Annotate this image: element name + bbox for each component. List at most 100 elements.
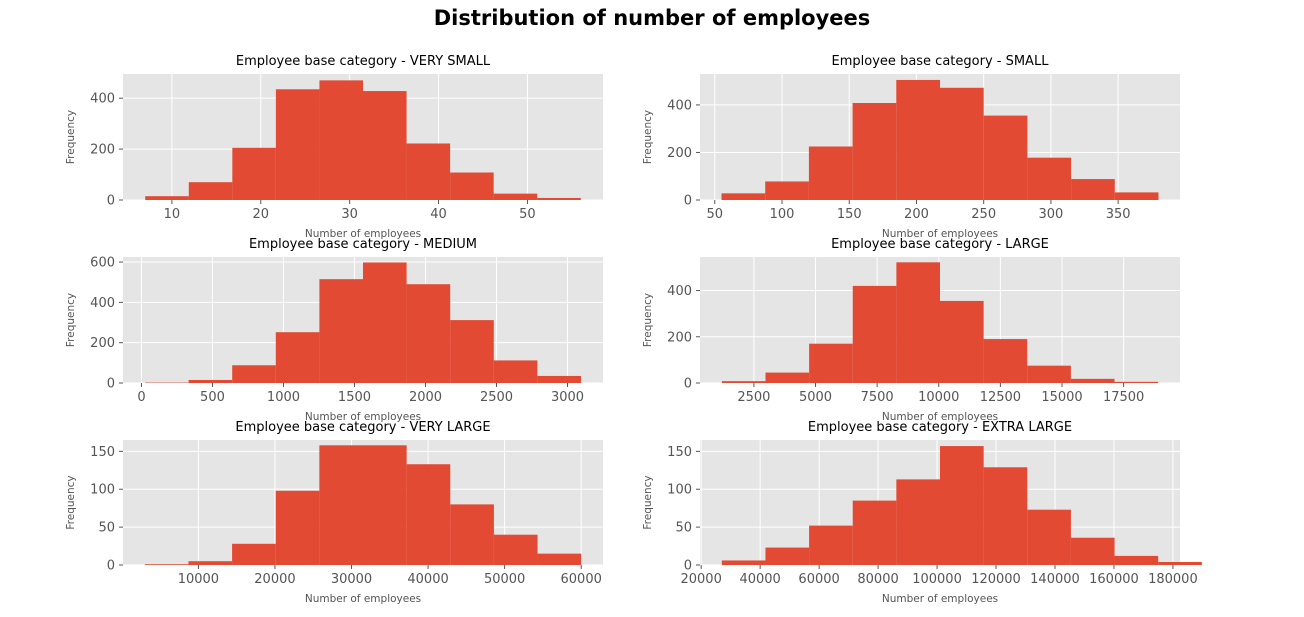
y-tick-label: 400 <box>90 296 115 311</box>
y-tick-label: 400 <box>667 98 692 113</box>
y-tick-label: 150 <box>667 445 692 460</box>
x-tick-label: 7500 <box>861 390 894 405</box>
y-tick-label: 50 <box>98 521 115 536</box>
histogram-bar <box>1114 381 1159 383</box>
x-tick-label: 1500 <box>338 390 371 405</box>
x-axis-label: Number of employees <box>305 228 421 240</box>
y-tick-label: 200 <box>667 146 692 161</box>
y-tick-label: 150 <box>90 445 115 460</box>
x-tick-label: 350 <box>1106 207 1131 222</box>
x-tick-label: 1000 <box>267 390 300 405</box>
histogram-bar <box>765 372 810 383</box>
x-tick-label: 10 <box>164 207 181 222</box>
histogram-bar <box>983 115 1028 200</box>
subplot-5: 10000 20000 30000 40000 50000 60000 0 50 100 150 E… <box>65 420 603 605</box>
x-tick-label: 15000 <box>1041 390 1082 405</box>
histogram-bar <box>232 147 276 200</box>
histogram-bar <box>450 172 494 200</box>
y-tick-label: 100 <box>667 483 692 498</box>
x-tick-label: 12500 <box>980 390 1021 405</box>
x-tick-label: 20000 <box>680 572 721 587</box>
histogram-bar <box>493 360 538 383</box>
y-axis-label: Frequency <box>642 293 654 347</box>
histogram-bar <box>896 79 940 200</box>
histogram-bar <box>1027 157 1072 200</box>
x-tick-label: 40000 <box>407 572 448 587</box>
x-tick-label: 30 <box>341 207 358 222</box>
histogram-bar <box>1070 378 1115 383</box>
histogram-bar <box>1070 537 1115 565</box>
histogram-bar <box>721 193 766 200</box>
histogram-bar <box>450 504 494 565</box>
histogram-bar <box>721 381 766 383</box>
x-tick-label: 160000 <box>1089 572 1139 587</box>
y-tick-label: 400 <box>667 284 692 299</box>
y-tick-label: 0 <box>107 377 115 392</box>
x-tick-label: 100 <box>770 207 795 222</box>
x-tick-label: 180000 <box>1148 572 1198 587</box>
x-tick-label: 5000 <box>799 390 832 405</box>
histogram-bar <box>1027 365 1071 383</box>
histogram-bar <box>940 446 984 565</box>
histogram-bar <box>896 262 940 383</box>
subplot-2: 50 100 150 200 250 300 350 0 200 400 Employee base… <box>642 54 1180 240</box>
histogram-bar <box>809 525 853 565</box>
histogram-bar <box>537 197 581 200</box>
subplot-6: 20000 40000 60000 80000 100000 120000 140000 16… <box>642 420 1202 605</box>
histogram-bar <box>493 193 538 200</box>
histogram-bar <box>188 561 233 565</box>
histogram-bar <box>363 91 407 200</box>
histogram-bar <box>852 103 897 200</box>
histogram-bar <box>493 534 538 565</box>
histogram-bar <box>188 182 233 200</box>
histogram-bar <box>852 285 897 383</box>
y-tick-label: 0 <box>107 559 115 574</box>
histogram-bar <box>721 560 766 565</box>
y-axis-label: Frequency <box>65 475 77 529</box>
histogram-bar <box>188 379 233 383</box>
subplot-title: Employee base category - VERY SMALL <box>236 54 491 69</box>
histogram-bar <box>1071 179 1115 200</box>
x-tick-label: 20000 <box>254 572 295 587</box>
subplot-title: Employee base category - EXTRA LARGE <box>808 420 1072 435</box>
y-tick-label: 400 <box>90 92 115 107</box>
x-tick-label: 20 <box>253 207 270 222</box>
x-tick-label: 60000 <box>798 572 839 587</box>
y-tick-label: 50 <box>675 521 692 536</box>
histogram-bar <box>983 339 1028 383</box>
histogram-bar <box>450 320 494 383</box>
x-tick-label: 50 <box>707 207 724 222</box>
histogram-bar <box>765 181 809 200</box>
x-tick-label: 150 <box>837 207 862 222</box>
subplot-title: Employee base category - VERY LARGE <box>235 420 490 435</box>
x-tick-label: 30000 <box>331 572 372 587</box>
y-axis-label: Frequency <box>642 110 654 164</box>
y-axis-label: Frequency <box>642 475 654 529</box>
histogram-bar <box>406 284 451 383</box>
histogram-bar <box>1114 192 1159 200</box>
x-axis-label: Number of employees <box>882 593 998 605</box>
y-tick-label: 600 <box>90 256 115 271</box>
x-tick-label: 40000 <box>739 572 780 587</box>
x-tick-label: 50000 <box>484 572 525 587</box>
x-axis-label: Number of employees <box>305 411 421 423</box>
x-tick-label: 140000 <box>1030 572 1080 587</box>
y-tick-label: 200 <box>667 330 692 345</box>
figure-title: Distribution of number of employees <box>433 6 871 30</box>
histogram-bar <box>537 375 581 383</box>
histogram-bar <box>1158 561 1202 565</box>
histogram-bar <box>319 279 363 383</box>
histogram-bar <box>940 87 984 200</box>
y-tick-label: 200 <box>90 336 115 351</box>
histogram-bar <box>319 80 363 200</box>
x-tick-label: 250 <box>971 207 996 222</box>
x-tick-label: 120000 <box>971 572 1021 587</box>
y-tick-label: 0 <box>107 194 115 209</box>
histogram-bar <box>275 332 320 383</box>
subplot-1: 10 20 30 40 50 0 200 400 Employee base category … <box>65 54 603 240</box>
histogram-bar <box>1114 555 1159 565</box>
histogram-bar <box>1027 509 1071 565</box>
histogram-bar <box>940 300 984 383</box>
x-axis-label: Number of employees <box>305 593 421 605</box>
histogram-bar <box>319 445 363 565</box>
